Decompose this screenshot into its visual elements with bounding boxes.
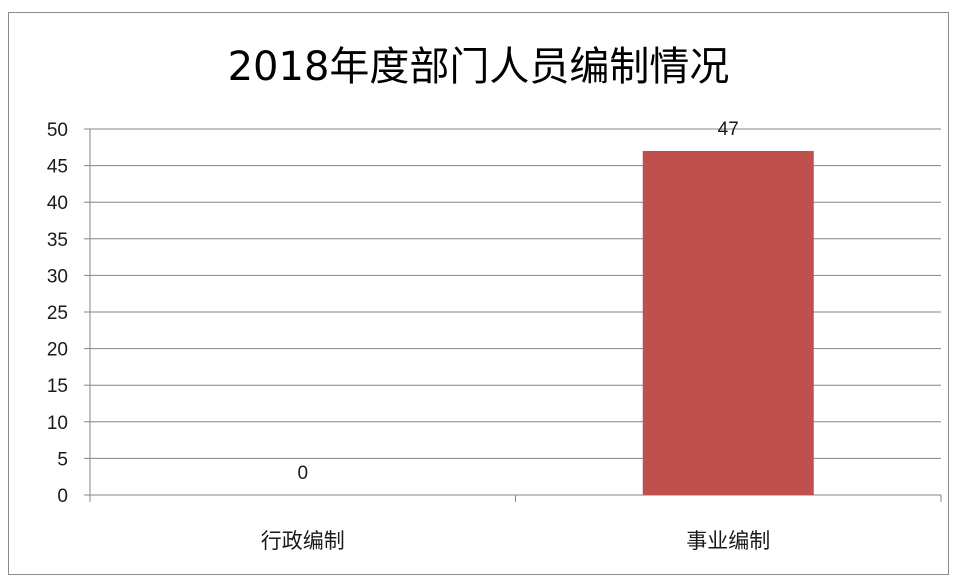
y-tick-label: 30 [47, 266, 68, 287]
y-tick-label: 50 [47, 120, 68, 141]
y-tick-label: 10 [47, 413, 68, 434]
y-tick-label: 20 [47, 340, 68, 361]
bar [642, 150, 814, 495]
y-tick-label: 45 [47, 157, 68, 178]
y-tick-label: 15 [47, 376, 68, 397]
y-tick-label: 5 [57, 449, 68, 470]
y-tick-label: 40 [47, 193, 68, 214]
data-label: 0 [297, 463, 308, 484]
y-tick-label: 35 [47, 230, 68, 251]
data-label: 47 [718, 119, 739, 140]
x-category-label: 事业编制 [686, 530, 770, 553]
y-tick-label: 0 [57, 486, 68, 507]
y-tick-label: 25 [47, 303, 68, 324]
chart-title: 2018年度部门人员编制情况 [227, 44, 730, 90]
x-category-label: 行政编制 [261, 530, 345, 553]
